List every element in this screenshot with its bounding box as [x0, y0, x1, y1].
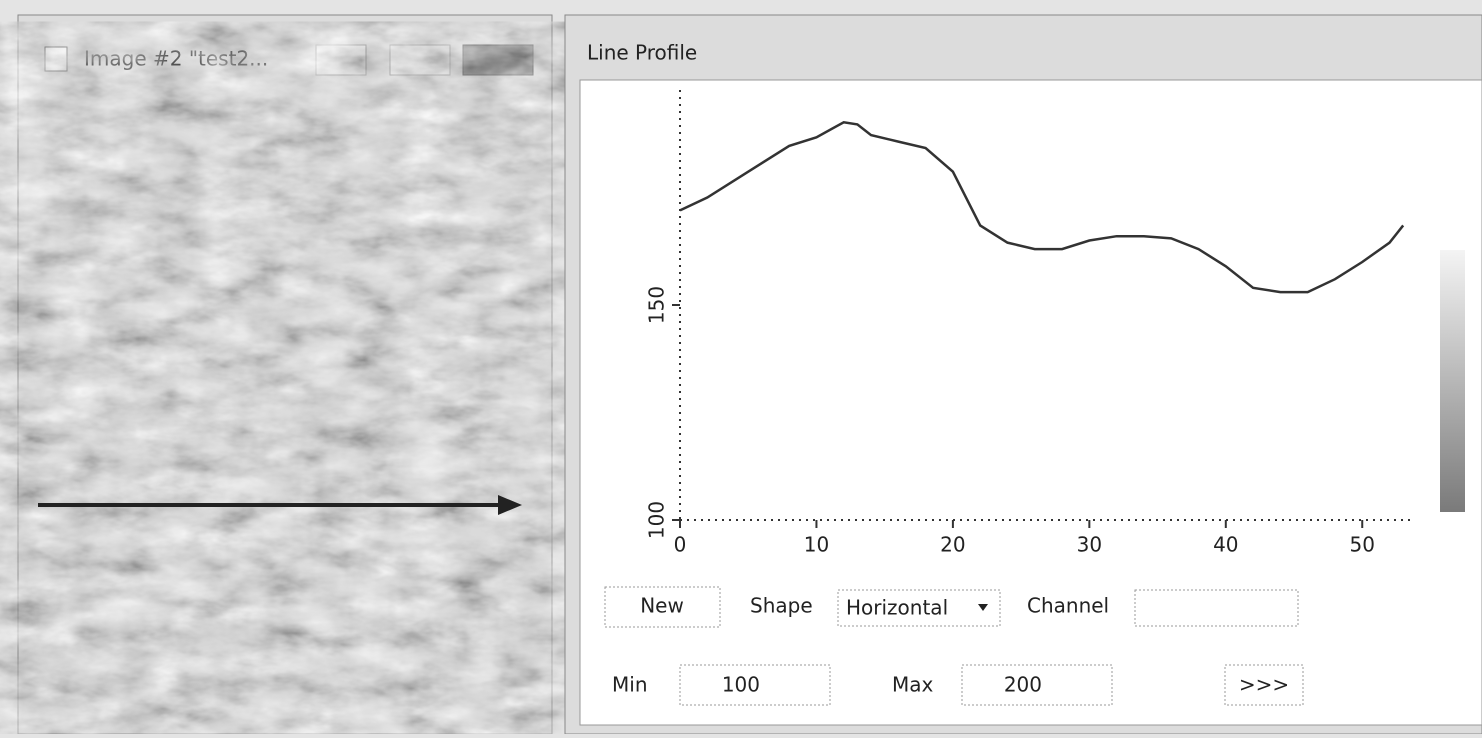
window-icon: [44, 46, 68, 72]
minimize-button[interactable]: [315, 44, 367, 76]
color-bar: [1440, 250, 1465, 512]
profile-arrow: [498, 495, 522, 515]
min-value: 100: [722, 673, 760, 697]
new-button-label: New: [640, 594, 684, 618]
new-button[interactable]: [604, 586, 721, 628]
shape-value: Horizontal: [846, 596, 948, 620]
image-view: [35, 85, 530, 720]
x-tick-label: 40: [1213, 533, 1238, 557]
y-tick-label: 100: [645, 501, 669, 539]
close-button[interactable]: [462, 44, 534, 76]
shape-dropdown[interactable]: [837, 589, 1001, 627]
x-tick-label: 50: [1350, 533, 1375, 557]
channel-label: Channel: [1027, 594, 1109, 618]
min-label: Min: [612, 673, 648, 697]
x-tick-label: 10: [804, 533, 829, 557]
x-tick-label: 20: [940, 533, 965, 557]
x-tick-label: 30: [1077, 533, 1102, 557]
profile-window-title: Line Profile: [587, 41, 697, 65]
profile-line: [679, 120, 1405, 294]
dropdown-arrow: [978, 604, 988, 611]
min-input[interactable]: [679, 664, 831, 706]
more-button-label: >>>: [1239, 673, 1289, 697]
channel-dropdown[interactable]: [1134, 589, 1299, 627]
more-button[interactable]: [1224, 664, 1304, 706]
y-tick-label: 150: [645, 286, 669, 324]
chart: 0 10 20 30 40 50 100 150: [645, 90, 1410, 557]
max-label: Max: [892, 673, 934, 697]
max-input[interactable]: [961, 664, 1113, 706]
max-value: 200: [1004, 673, 1042, 697]
profile-panel: [579, 79, 1482, 726]
maximize-button[interactable]: [389, 44, 451, 76]
image-window-title: Image #2 "test2...: [84, 47, 268, 71]
shape-label: Shape: [750, 594, 813, 618]
x-tick-label: 0: [674, 533, 687, 557]
